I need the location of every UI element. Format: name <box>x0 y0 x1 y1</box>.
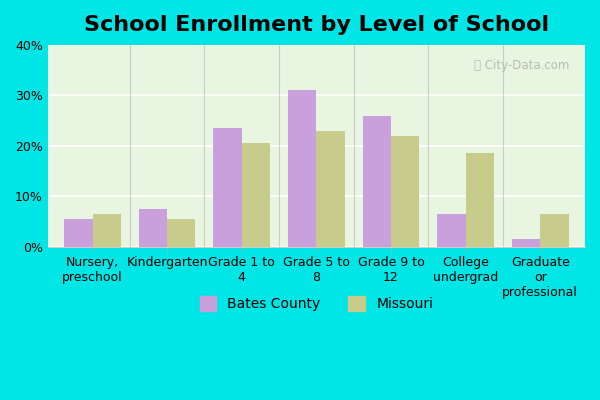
Legend: Bates County, Missouri: Bates County, Missouri <box>194 291 439 317</box>
Bar <box>466 154 494 247</box>
Bar <box>391 136 419 247</box>
Bar <box>512 239 540 247</box>
Bar <box>362 116 391 247</box>
Text: Ⓣ City-Data.com: Ⓣ City-Data.com <box>473 59 569 72</box>
Title: School Enrollment by Level of School: School Enrollment by Level of School <box>84 15 549 35</box>
Bar <box>288 90 316 247</box>
Bar <box>242 143 270 247</box>
Bar <box>316 131 345 247</box>
Bar <box>437 214 466 247</box>
Bar <box>139 209 167 247</box>
Bar <box>214 128 242 247</box>
Bar <box>167 219 196 247</box>
Bar <box>92 214 121 247</box>
Bar <box>64 219 92 247</box>
Bar <box>540 214 569 247</box>
